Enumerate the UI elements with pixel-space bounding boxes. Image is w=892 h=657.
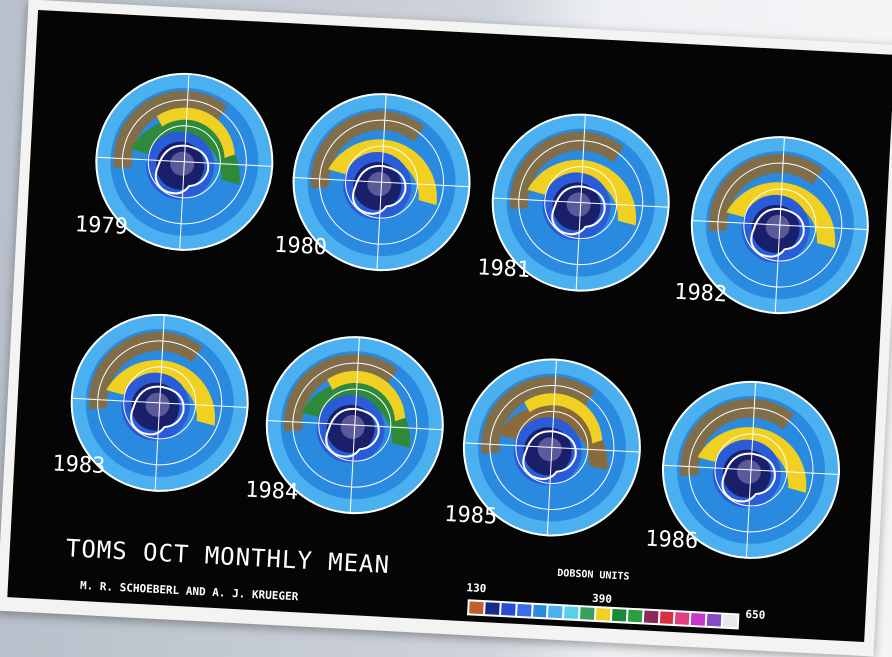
legend-swatch (484, 602, 500, 615)
legend-swatch (675, 612, 690, 625)
map-grid: 1979 1980 1981 1982 1983 1984 1985 1986 (38, 10, 892, 559)
legend-swatch (500, 603, 516, 616)
year-label: 1985 (443, 501, 498, 530)
polar-map-1980: 1980 (273, 85, 484, 295)
legend-swatch (643, 610, 658, 624)
legend-swatch (595, 608, 611, 621)
legend-swatch (548, 605, 563, 619)
polar-map-1979: 1979 (74, 65, 287, 275)
legend-swatch (580, 607, 595, 620)
legend-swatch (706, 613, 722, 627)
year-label: 1983 (51, 451, 106, 480)
legend-swatch (627, 609, 643, 623)
polar-map-1985: 1985 (444, 351, 654, 561)
year-label: 1979 (74, 212, 129, 240)
year-label: 1984 (244, 477, 299, 506)
legend-tick-mid: 390 (591, 591, 613, 606)
ozone-map-svg (491, 113, 670, 292)
ozone-map-svg (265, 336, 444, 515)
polar-map-1986: 1986 (645, 373, 853, 583)
ozone-map-svg (292, 93, 471, 272)
legend-swatch (469, 601, 484, 615)
year-label: 1981 (476, 255, 531, 284)
legend-swatch (516, 603, 532, 617)
polar-map-1982: 1982 (674, 128, 882, 338)
legend-swatch (564, 606, 579, 620)
polar-map-1981: 1981 (477, 106, 683, 316)
ozone-map-svg (95, 72, 274, 251)
legend-swatch (722, 614, 738, 628)
ozone-map-svg (462, 358, 641, 537)
polar-map-1983: 1983 (52, 306, 262, 516)
polar-map-1984: 1984 (245, 328, 457, 538)
year-label: 1982 (673, 279, 728, 308)
ozone-map-svg (70, 313, 249, 492)
legend-swatch (611, 608, 627, 622)
poster-title: TOMS OCT MONTHLY MEAN (65, 534, 391, 580)
poster-authors: M. R. SCHOEBERL AND A. J. KRUEGER (79, 578, 299, 604)
year-label: 1986 (644, 526, 699, 555)
legend-title: DOBSON UNITS (557, 567, 630, 583)
legend-swatch (532, 604, 547, 618)
year-label: 1980 (273, 232, 328, 261)
legend-swatch (691, 612, 706, 626)
legend-tick-min: 130 (466, 581, 487, 596)
ozone-map-svg (661, 380, 840, 559)
legend-swatch (659, 611, 674, 625)
ozone-poster: 1979 1980 1981 1982 1983 1984 1985 1986 TOMS OC… (7, 9, 892, 643)
ozone-map-svg (690, 136, 869, 315)
legend-tick-max: 650 (745, 607, 766, 622)
